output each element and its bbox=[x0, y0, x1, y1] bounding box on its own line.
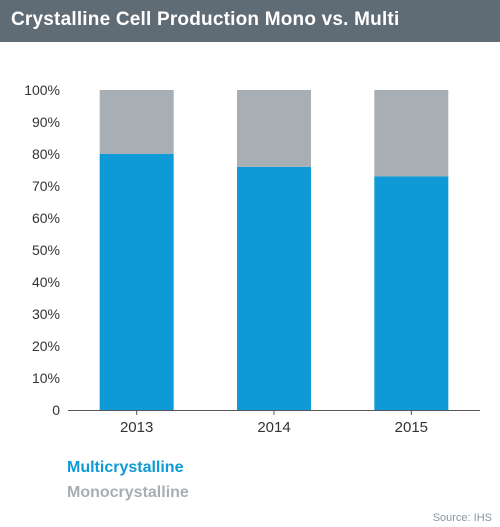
x-tick-label: 2015 bbox=[395, 419, 428, 436]
legend-multicrystalline: Multicrystalline bbox=[67, 459, 184, 476]
y-tick-label: 40% bbox=[32, 274, 60, 290]
x-tick-label: 2013 bbox=[120, 419, 153, 436]
y-tick-label: 50% bbox=[32, 242, 60, 258]
chart-title: Crystalline Cell Production Mono vs. Mul… bbox=[11, 9, 400, 30]
y-tick-label: 90% bbox=[32, 114, 60, 130]
source-note: Source: IHS bbox=[432, 512, 492, 524]
y-tick-label: 60% bbox=[32, 210, 60, 226]
bar-monocrystalline-2014 bbox=[237, 90, 311, 167]
bar-multicrystalline-2015 bbox=[374, 176, 449, 410]
bar-monocrystalline-2015 bbox=[374, 90, 449, 177]
y-tick-label: 80% bbox=[32, 146, 60, 162]
y-tick-label: 100% bbox=[24, 82, 60, 98]
y-tick-label: 20% bbox=[32, 338, 60, 354]
legend-monocrystalline: Monocrystalline bbox=[67, 484, 189, 501]
bar-monocrystalline-2013 bbox=[99, 90, 174, 154]
bar-multicrystalline-2014 bbox=[237, 166, 311, 410]
chart-header: Crystalline Cell Production Mono vs. Mul… bbox=[0, 0, 500, 42]
y-tick-label: 10% bbox=[32, 370, 60, 386]
x-tick-label: 2014 bbox=[257, 419, 290, 436]
bar-multicrystalline-2013 bbox=[99, 154, 174, 410]
y-tick-label: 70% bbox=[32, 178, 60, 194]
y-tick-label: 30% bbox=[32, 306, 60, 322]
y-tick-label: 0 bbox=[52, 402, 60, 418]
